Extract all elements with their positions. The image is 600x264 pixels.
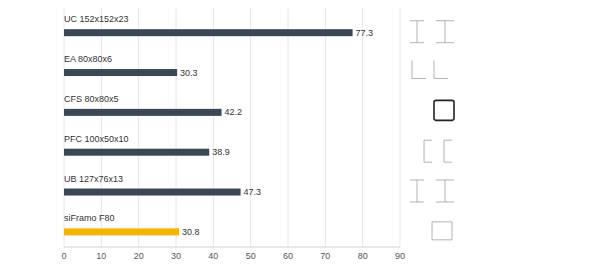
profile-icon (424, 140, 452, 162)
category-label: UC 152x152x23 (64, 14, 129, 24)
grid-line (213, 8, 214, 247)
profile-icon (410, 180, 454, 202)
profile-shape (436, 180, 454, 202)
profile-shape (444, 140, 452, 162)
profile-shape (432, 222, 452, 240)
data-label: 47.3 (244, 187, 262, 197)
bar (64, 109, 222, 116)
category-label: PFC 100x50x10 (64, 134, 129, 144)
category-label: EA 80x80x6 (64, 54, 112, 64)
category-label: UB 127x76x13 (64, 174, 123, 184)
data-label: 30.8 (182, 227, 200, 237)
grid (64, 8, 400, 247)
chart-svg: 0 10 20 30 40 50 60 70 80 90 UC 152x152x23 77.3 EA 8… (0, 0, 600, 264)
chart-container: 0 10 20 30 40 50 60 70 80 90 UC 152x152x23 77.3 EA 8… (0, 0, 600, 264)
bars (64, 29, 353, 235)
bar (64, 29, 353, 36)
profile-shape (424, 140, 432, 162)
bar (64, 69, 177, 76)
tick-label: 40 (208, 251, 218, 261)
tick-label: 0 (61, 251, 66, 261)
grid-line (288, 8, 289, 247)
tick-label: 50 (246, 251, 256, 261)
data-label: 30.3 (180, 68, 198, 78)
x-axis-line (64, 247, 400, 248)
grid-line (101, 8, 102, 247)
tick-label: 90 (395, 251, 405, 261)
tick-label: 80 (358, 251, 368, 261)
data-label: 38.9 (212, 147, 230, 157)
profile-shape (434, 100, 454, 120)
profile-shape (436, 21, 454, 43)
profile-shape (410, 21, 424, 43)
tick-label: 10 (96, 251, 106, 261)
tick-label: 30 (171, 251, 181, 261)
profile-shape (412, 61, 426, 79)
tick-label: 70 (320, 251, 330, 261)
grid-line (138, 8, 139, 247)
profile-icon (412, 61, 448, 79)
profile-shape (434, 61, 448, 79)
data-label: 77.3 (356, 28, 374, 38)
grid-line (400, 8, 401, 247)
profile-icon (410, 21, 454, 43)
data-label: 42.2 (225, 107, 243, 117)
tick-label: 60 (283, 251, 293, 261)
bar (64, 189, 241, 196)
profile-shape (410, 180, 424, 202)
category-label: siFramo F80 (64, 213, 115, 223)
grid-line (64, 8, 65, 247)
category-label: CFS 80x80x5 (64, 94, 119, 104)
tick-label: 20 (134, 251, 144, 261)
grid-line (362, 8, 363, 247)
profile-icon (432, 222, 452, 240)
bar (64, 228, 179, 235)
grid-line (325, 8, 326, 247)
profile-icon (434, 100, 454, 120)
grid-line (176, 8, 177, 247)
bar (64, 149, 209, 156)
grid-line (250, 8, 251, 247)
